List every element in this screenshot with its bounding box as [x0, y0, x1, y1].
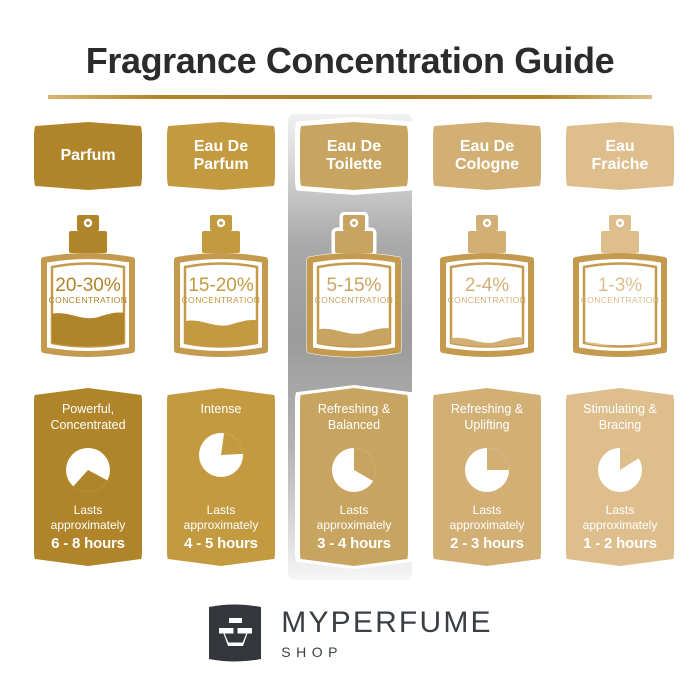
- duration-value: 3 - 4 hours: [317, 535, 391, 552]
- category-name-label: Eau De Toilette: [326, 138, 382, 173]
- longevity-card-4[interactable]: Refreshing & Uplifting Lasts approximately 2…: [425, 388, 549, 566]
- note-body[interactable]: Stimulating & Bracing Lasts approximately 1 …: [566, 388, 674, 566]
- category-name-label: Eau De Parfum: [193, 138, 249, 173]
- longevity-pie-chart: [598, 448, 642, 493]
- scent-descriptor: Refreshing & Balanced: [317, 402, 391, 432]
- title-underline-rule: [48, 95, 652, 99]
- note-body[interactable]: Intense Lasts approximately 4 - 5 hours: [167, 388, 275, 566]
- duration-value: 1 - 2 hours: [583, 535, 657, 552]
- category-name-label: Parfum: [60, 147, 116, 165]
- fragrance-column-4[interactable]: Eau De Cologne 2-4% CONCENTRATION Refreshing…: [425, 0, 549, 700]
- fragrance-column-5[interactable]: Eau Fraiche 1-3% CONCENTRATION Stimulating &…: [558, 0, 682, 700]
- bottle-2: 15-20% CONCENTRATION: [159, 212, 283, 364]
- logo-brand-text: MYPERFUME: [281, 605, 493, 639]
- lasts-label: Lasts approximately: [316, 503, 392, 532]
- longevity-pie-chart: [199, 432, 243, 477]
- header-ribbon[interactable]: Eau De Toilette: [300, 122, 408, 190]
- category-header-5[interactable]: Eau Fraiche: [558, 118, 682, 194]
- fragrance-column-2[interactable]: Eau De Parfum 15-20% CONCENTRATION Intense La…: [159, 0, 283, 700]
- concentration-value: 2-4%: [465, 275, 509, 296]
- concentration-value: 15-20%: [188, 275, 254, 296]
- perfume-bottle-mark-icon: [209, 604, 262, 662]
- scent-descriptor: Powerful, Concentrated: [50, 402, 126, 432]
- lasts-label: Lasts approximately: [50, 503, 126, 532]
- concentration-label: CONCENTRATION: [448, 295, 527, 305]
- category-header-2[interactable]: Eau De Parfum: [159, 118, 283, 194]
- note-body[interactable]: Powerful, Concentrated Lasts approximately 6…: [34, 388, 142, 566]
- bottle-1: 20-30% CONCENTRATION: [26, 212, 150, 364]
- scent-descriptor: Intense: [200, 402, 242, 416]
- header-ribbon[interactable]: Eau De Cologne: [433, 122, 541, 190]
- note-body[interactable]: Refreshing & Uplifting Lasts approximately 2…: [433, 388, 541, 566]
- longevity-card-2[interactable]: Intense Lasts approximately 4 - 5 hours: [159, 388, 283, 566]
- longevity-card-3[interactable]: Refreshing & Balanced Lasts approximately 3 …: [292, 385, 416, 569]
- lasts-label: Lasts approximately: [449, 503, 525, 532]
- category-header-3[interactable]: Eau De Toilette: [292, 117, 416, 195]
- brand-logo: MYPERFUME SHOP: [0, 598, 700, 668]
- duration-value: 4 - 5 hours: [184, 535, 258, 552]
- logo-sub-text: SHOP: [281, 643, 343, 660]
- duration-value: 2 - 3 hours: [450, 535, 524, 552]
- header-ribbon[interactable]: Parfum: [34, 122, 142, 190]
- scent-descriptor: Refreshing & Uplifting: [450, 402, 524, 432]
- category-header-1[interactable]: Parfum: [26, 118, 150, 194]
- lasts-label: Lasts approximately: [183, 503, 259, 532]
- header-ribbon[interactable]: Eau De Parfum: [167, 122, 275, 190]
- concentration-label: CONCENTRATION: [182, 295, 261, 305]
- category-header-4[interactable]: Eau De Cologne: [425, 118, 549, 194]
- category-name-label: Eau De Cologne: [455, 138, 519, 173]
- longevity-card-1[interactable]: Powerful, Concentrated Lasts approximately 6…: [26, 388, 150, 566]
- logo-wordmark: MYPERFUME SHOP: [281, 605, 493, 660]
- bottle-4: 2-4% CONCENTRATION: [425, 212, 549, 364]
- concentration-label: CONCENTRATION: [315, 295, 394, 305]
- bottle-3: 5-15% CONCENTRATION: [292, 212, 416, 364]
- note-body[interactable]: Refreshing & Balanced Lasts approximately 3 …: [300, 388, 408, 566]
- duration-value: 6 - 8 hours: [51, 535, 125, 552]
- concentration-value: 5-15%: [327, 275, 382, 296]
- longevity-card-5[interactable]: Stimulating & Bracing Lasts approximately 1 …: [558, 388, 682, 566]
- bottle-5: 1-3% CONCENTRATION: [558, 212, 682, 364]
- concentration-label: CONCENTRATION: [581, 295, 660, 305]
- category-name-label: Eau Fraiche: [591, 138, 649, 173]
- longevity-pie-chart: [332, 448, 376, 493]
- concentration-value: 1-3%: [598, 275, 642, 296]
- fragrance-column-3[interactable]: Eau De Toilette 5-15% CONCENTRATION Refreshi…: [292, 0, 416, 700]
- concentration-label: CONCENTRATION: [49, 295, 128, 305]
- concentration-value: 20-30%: [55, 275, 121, 296]
- header-ribbon[interactable]: Eau Fraiche: [566, 122, 674, 190]
- longevity-pie-chart: [66, 448, 110, 493]
- lasts-label: Lasts approximately: [582, 503, 658, 532]
- scent-descriptor: Stimulating & Bracing: [583, 402, 657, 432]
- page-title: Fragrance Concentration Guide: [85, 40, 615, 81]
- fragrance-column-1[interactable]: Parfum 20-30% CONCENTRATION Powerful, Concen…: [26, 0, 150, 700]
- longevity-pie-chart: [465, 448, 509, 493]
